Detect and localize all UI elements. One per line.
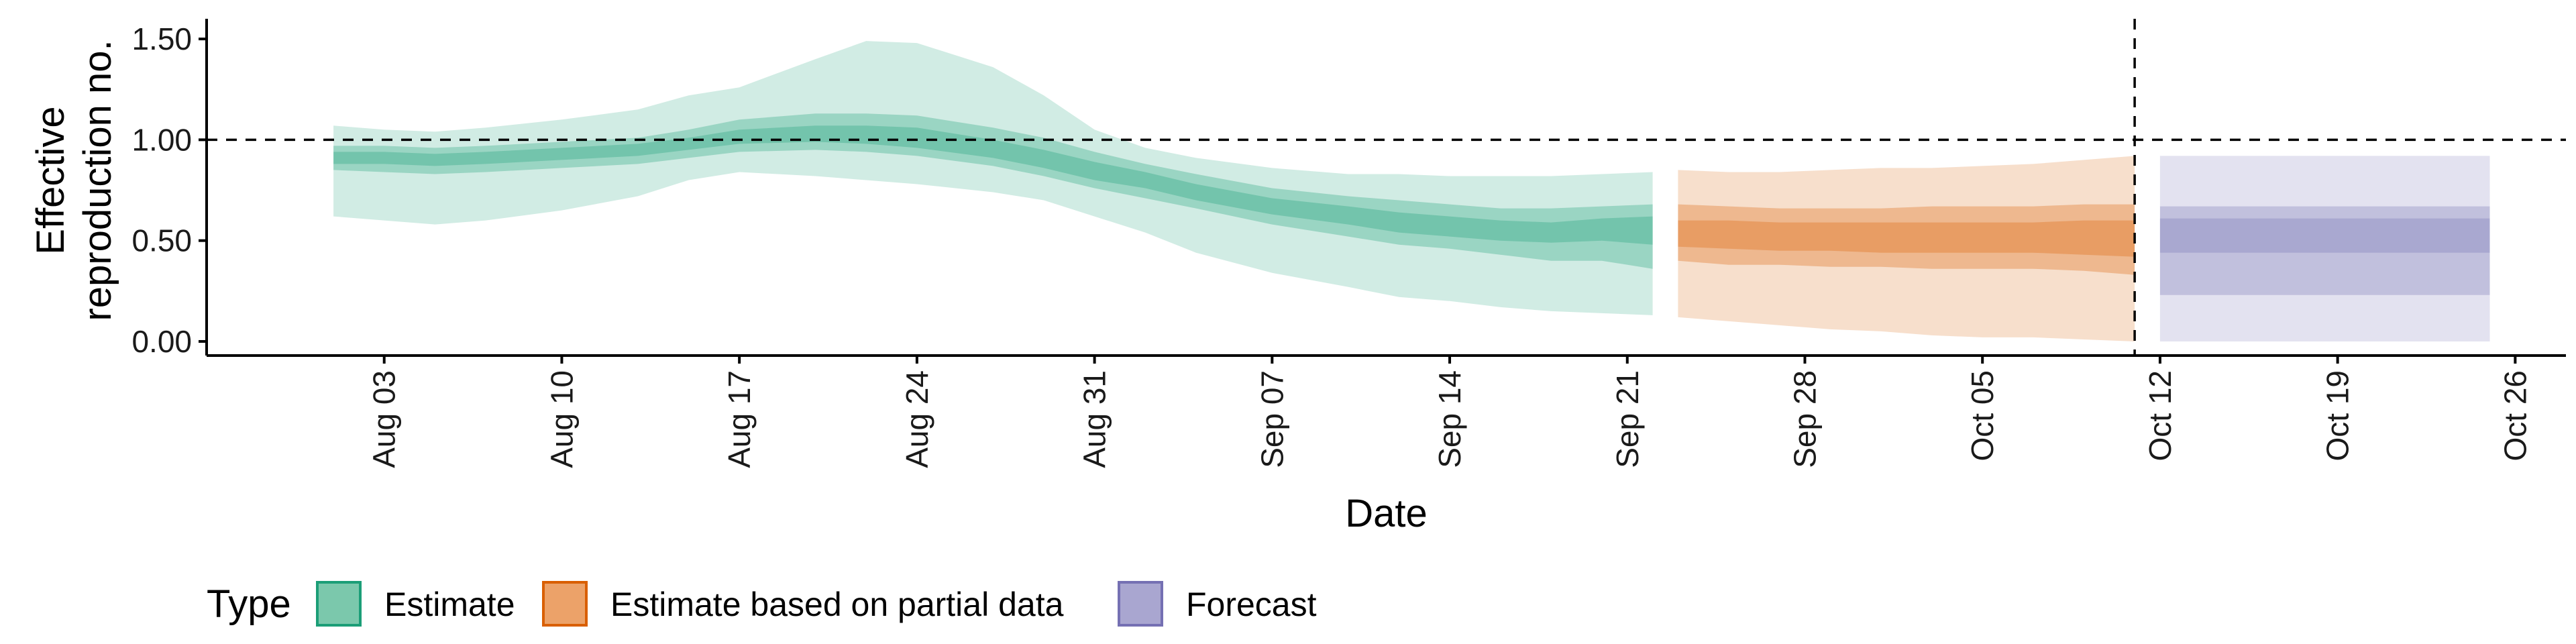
- y-tick-label: 0.50: [131, 223, 192, 258]
- x-tick-label: Aug 24: [900, 370, 934, 468]
- legend-key-estimate-based-on-partial-data: [542, 581, 588, 627]
- estimate-based-on-partial-data-band-20: [1678, 220, 2135, 257]
- x-tick-label: Oct 05: [1965, 370, 2000, 462]
- y-axis-title-line: reproduction no.: [76, 40, 119, 321]
- x-tick-label: Aug 10: [544, 370, 579, 468]
- estimate-based-on-partial-data-band-50: [1678, 204, 2135, 275]
- y-tick-label: 0.00: [131, 324, 192, 359]
- axes: 0.00 0.50 1.00 1.50 Aug 03 Aug 10 Aug 17 Aug 24…: [29, 19, 2566, 535]
- x-axis-title: Date: [1345, 492, 1428, 535]
- x-tick-label: Aug 17: [722, 370, 757, 468]
- forecast-band-50: [2159, 206, 2490, 295]
- y-tick-label: 1.00: [131, 122, 192, 157]
- estimate-based-on-partial-data-band-90: [1678, 156, 2135, 341]
- x-tick-label: Aug 31: [1077, 370, 1112, 468]
- legend-label-estimate: Estimate: [384, 586, 515, 623]
- estimate-band-20: [333, 125, 1653, 245]
- x-tick-label: Oct 26: [2498, 370, 2532, 462]
- y-axis-title: Effectivereproduction no.: [29, 40, 119, 321]
- estimate-band-50: [333, 113, 1653, 269]
- y-axis-title-line: Effective: [29, 106, 72, 254]
- x-tick-label: Sep 07: [1254, 370, 1289, 468]
- x-tick-label: Sep 21: [1610, 370, 1645, 468]
- x-tick-label: Sep 28: [1787, 370, 1822, 468]
- uncertainty-bands: [333, 41, 2490, 341]
- x-tick-label: Oct 19: [2320, 370, 2355, 462]
- legend-key-estimate: [316, 581, 362, 627]
- x-tick-label: Aug 03: [367, 370, 402, 468]
- reference-lines: [207, 19, 2566, 356]
- legend-label-estimate-based-on-partial-data: Estimate based on partial data: [610, 586, 1064, 623]
- forecast-band-90: [2159, 156, 2490, 341]
- forecast-band-20: [2159, 218, 2490, 253]
- x-tick-label: Oct 12: [2143, 370, 2178, 462]
- legend-label-forecast: Forecast: [1186, 586, 1317, 623]
- legend-key-forecast: [1118, 581, 1163, 627]
- legend-title: Type: [207, 582, 291, 626]
- x-tick-label: Sep 14: [1432, 370, 1467, 468]
- y-tick-label: 1.50: [131, 21, 192, 56]
- estimate-band-90: [333, 41, 1653, 315]
- legend: Type Estimate Estimate based on partial da…: [207, 581, 1317, 627]
